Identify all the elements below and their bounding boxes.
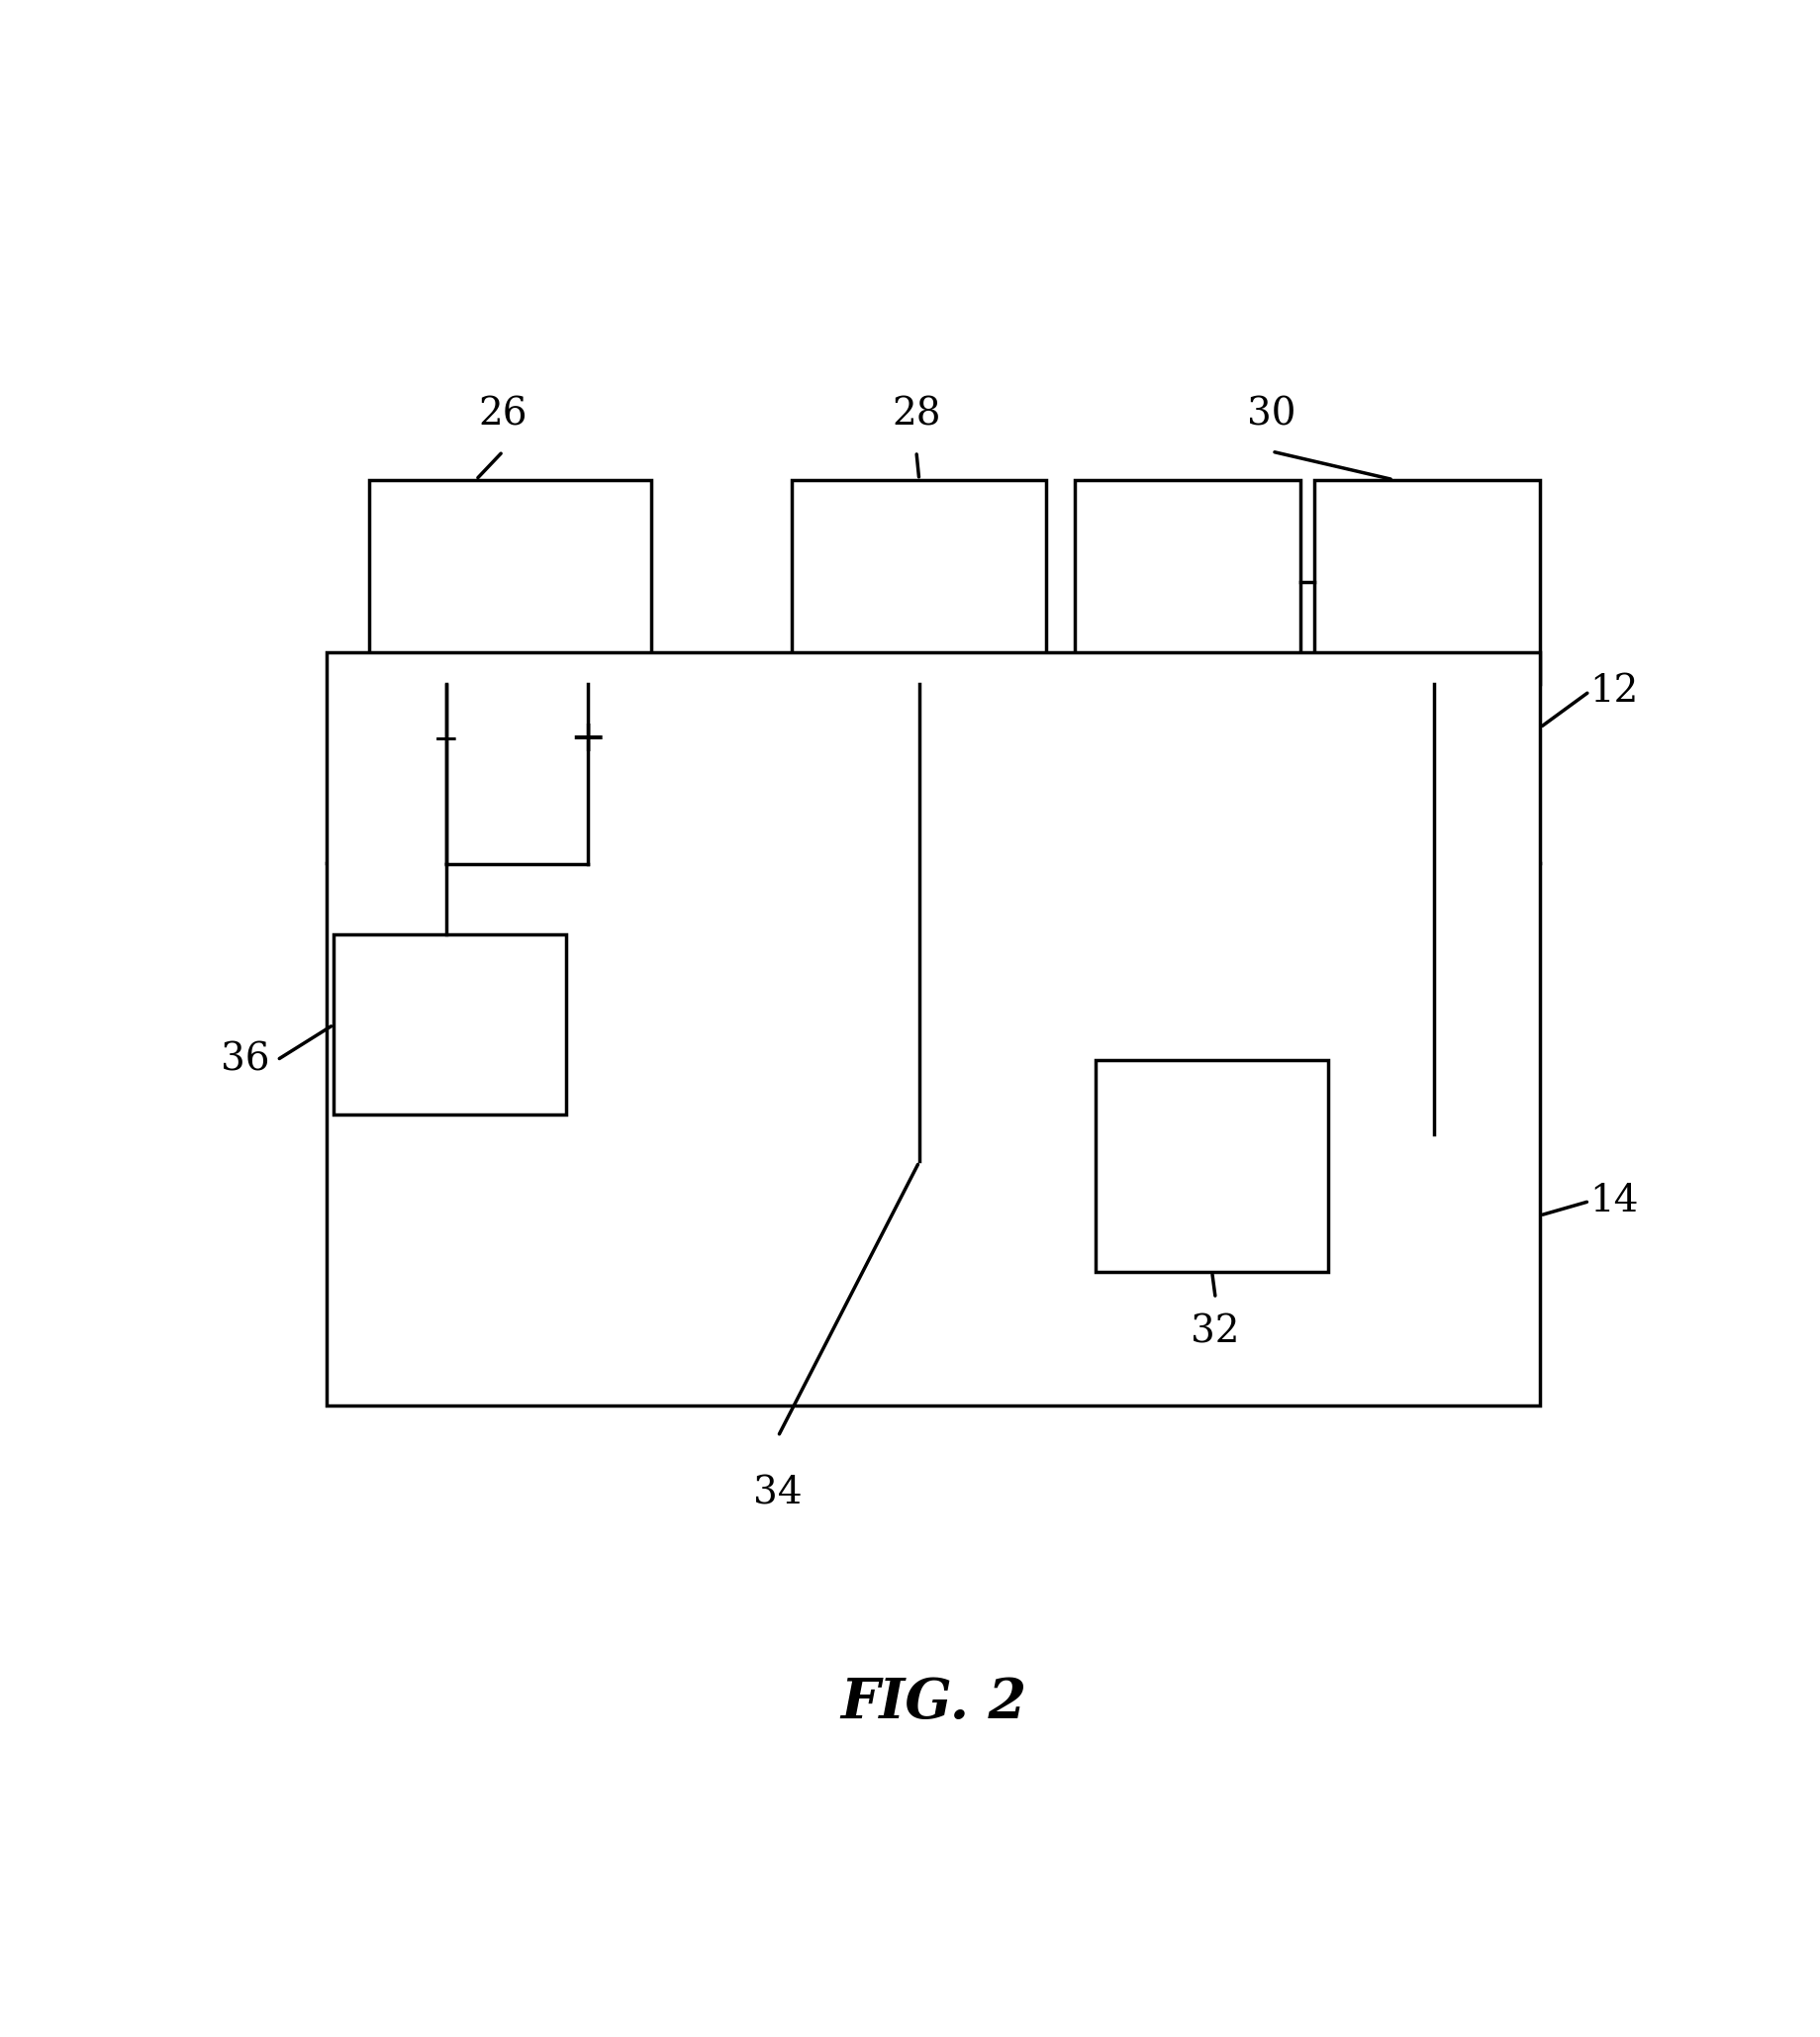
Text: 34: 34 [753,1475,803,1511]
Text: 14: 14 [1589,1183,1638,1220]
Text: 36: 36 [220,1041,269,1078]
Bar [368,481,652,684]
Bar [792,481,1046,684]
Bar [1074,481,1299,684]
Text: +: + [568,717,606,760]
Bar [333,935,566,1114]
Text: 12: 12 [1589,672,1638,709]
Text: 26: 26 [479,395,528,432]
Text: 32: 32 [1190,1314,1239,1351]
Text: –: – [435,717,459,762]
Bar [1096,1059,1329,1271]
Text: 28: 28 [892,395,941,432]
Bar [1314,481,1540,684]
Bar [326,652,1540,1406]
Text: 30: 30 [1247,395,1296,432]
Text: FIG. 2: FIG. 2 [839,1676,1026,1729]
